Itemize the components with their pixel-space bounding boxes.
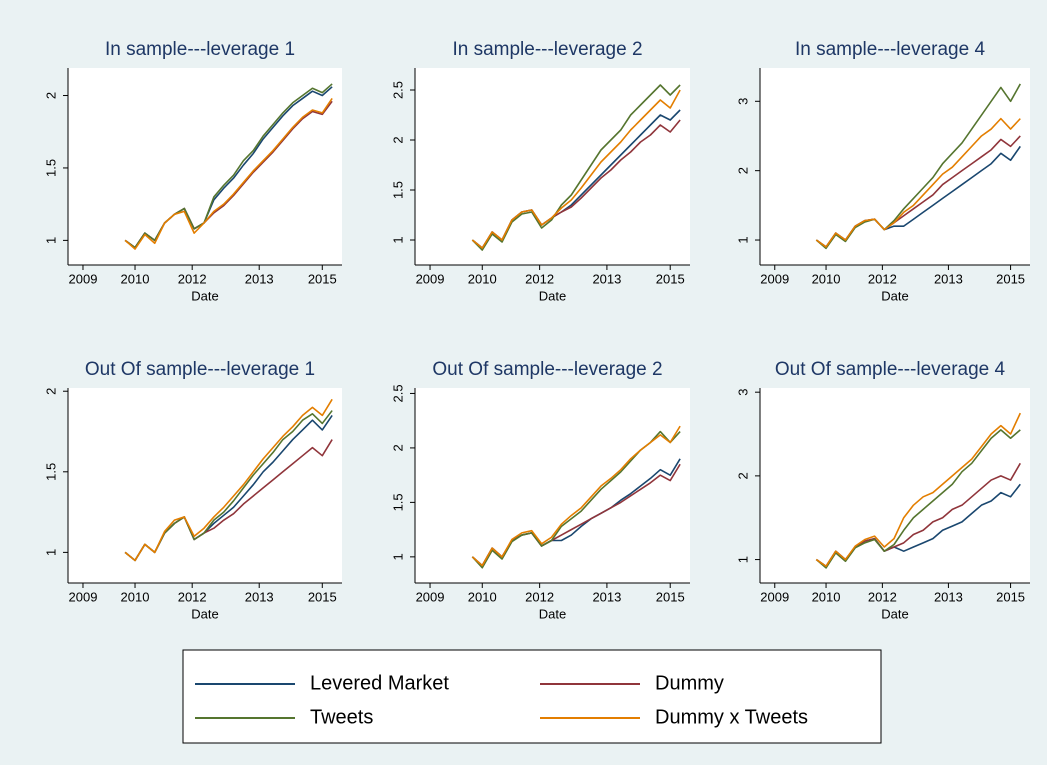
y-tick-label: 1 — [43, 237, 58, 244]
x-tick-label: 2015 — [308, 589, 337, 604]
y-tick-label: 1.5 — [43, 159, 58, 177]
chart-title: Out Of sample---leverage 1 — [85, 359, 315, 380]
x-tick-label: 2012 — [525, 589, 554, 604]
y-tick-label: 1.5 — [43, 463, 58, 481]
x-tick-label: 2015 — [996, 589, 1025, 604]
series-line — [471, 425, 681, 567]
y-tick-label: 2 — [43, 388, 58, 395]
y-tick-label: 2 — [735, 472, 750, 479]
x-tick-label: 2015 — [656, 589, 685, 604]
legend-label: Dummy x Tweets — [655, 706, 808, 728]
y-tick-label: 1.5 — [390, 493, 405, 511]
x-tick-label: 2010 — [812, 589, 841, 604]
plot-area — [760, 388, 1030, 583]
y-tick-label: 1 — [735, 236, 750, 243]
plot-area — [760, 68, 1030, 265]
y-tick-label: 1 — [390, 553, 405, 560]
chart-title: In sample---leverage 2 — [452, 39, 642, 60]
plot-area — [68, 388, 342, 583]
x-tick-label: 2010 — [812, 271, 841, 286]
y-tick-label: 3 — [735, 98, 750, 105]
chart-title: In sample---leverage 4 — [795, 39, 986, 60]
x-tick-label: 2013 — [245, 589, 274, 604]
series-line — [815, 429, 1021, 569]
x-axis-label: Date — [539, 606, 566, 621]
y-tick-label: 2.5 — [390, 384, 405, 402]
y-tick-label: 3 — [735, 389, 750, 396]
y-tick-label: 2 — [43, 92, 58, 99]
x-tick-label: 2010 — [121, 589, 150, 604]
series-line — [471, 89, 681, 249]
y-tick-label: 2.5 — [390, 81, 405, 99]
x-tick-label: 2009 — [69, 271, 98, 286]
series-line — [124, 97, 333, 250]
x-tick-label: 2015 — [656, 271, 685, 286]
x-tick-label: 2013 — [934, 589, 963, 604]
x-tick-label: 2015 — [308, 271, 337, 286]
series-line — [471, 84, 681, 251]
chart-title: Out Of sample---leverage 4 — [775, 359, 1006, 380]
x-tick-label: 2013 — [592, 589, 621, 604]
x-tick-label: 2009 — [760, 589, 789, 604]
x-tick-label: 2015 — [996, 271, 1025, 286]
plot-area — [415, 388, 690, 583]
x-tick-label: 2013 — [934, 271, 963, 286]
series-line — [815, 412, 1022, 568]
x-axis-label: Date — [539, 288, 566, 303]
y-tick-label: 1.5 — [390, 181, 405, 199]
x-axis-label: Date — [191, 288, 218, 303]
x-tick-label: 2009 — [416, 271, 445, 286]
y-tick-label: 1 — [735, 556, 750, 563]
x-tick-label: 2012 — [868, 271, 897, 286]
x-tick-label: 2012 — [178, 271, 207, 286]
x-tick-label: 2012 — [525, 271, 554, 286]
series-line — [815, 117, 1021, 248]
x-tick-label: 2009 — [69, 589, 98, 604]
x-tick-label: 2012 — [178, 589, 207, 604]
x-tick-label: 2013 — [592, 271, 621, 286]
x-tick-label: 2009 — [416, 589, 445, 604]
legend-label: Tweets — [310, 706, 373, 728]
x-tick-label: 2010 — [468, 589, 497, 604]
legend-label: Levered Market — [310, 672, 449, 694]
x-tick-label: 2009 — [760, 271, 789, 286]
x-tick-label: 2013 — [245, 271, 274, 286]
x-tick-label: 2010 — [121, 271, 150, 286]
x-tick-label: 2010 — [468, 271, 497, 286]
y-tick-label: 2 — [390, 444, 405, 451]
chart-title: In sample---leverage 1 — [105, 39, 295, 60]
y-tick-label: 2 — [390, 136, 405, 143]
y-tick-label: 2 — [735, 167, 750, 174]
x-tick-label: 2012 — [868, 589, 897, 604]
series-line — [124, 398, 333, 562]
legend-label: Dummy — [655, 672, 724, 694]
legend-box — [182, 649, 882, 744]
y-tick-label: 1 — [43, 549, 58, 556]
chart-title: Out Of sample---leverage 2 — [432, 359, 662, 380]
x-axis-label: Date — [881, 606, 908, 621]
x-axis-label: Date — [881, 288, 908, 303]
x-axis-label: Date — [191, 606, 218, 621]
y-tick-label: 1 — [390, 236, 405, 243]
